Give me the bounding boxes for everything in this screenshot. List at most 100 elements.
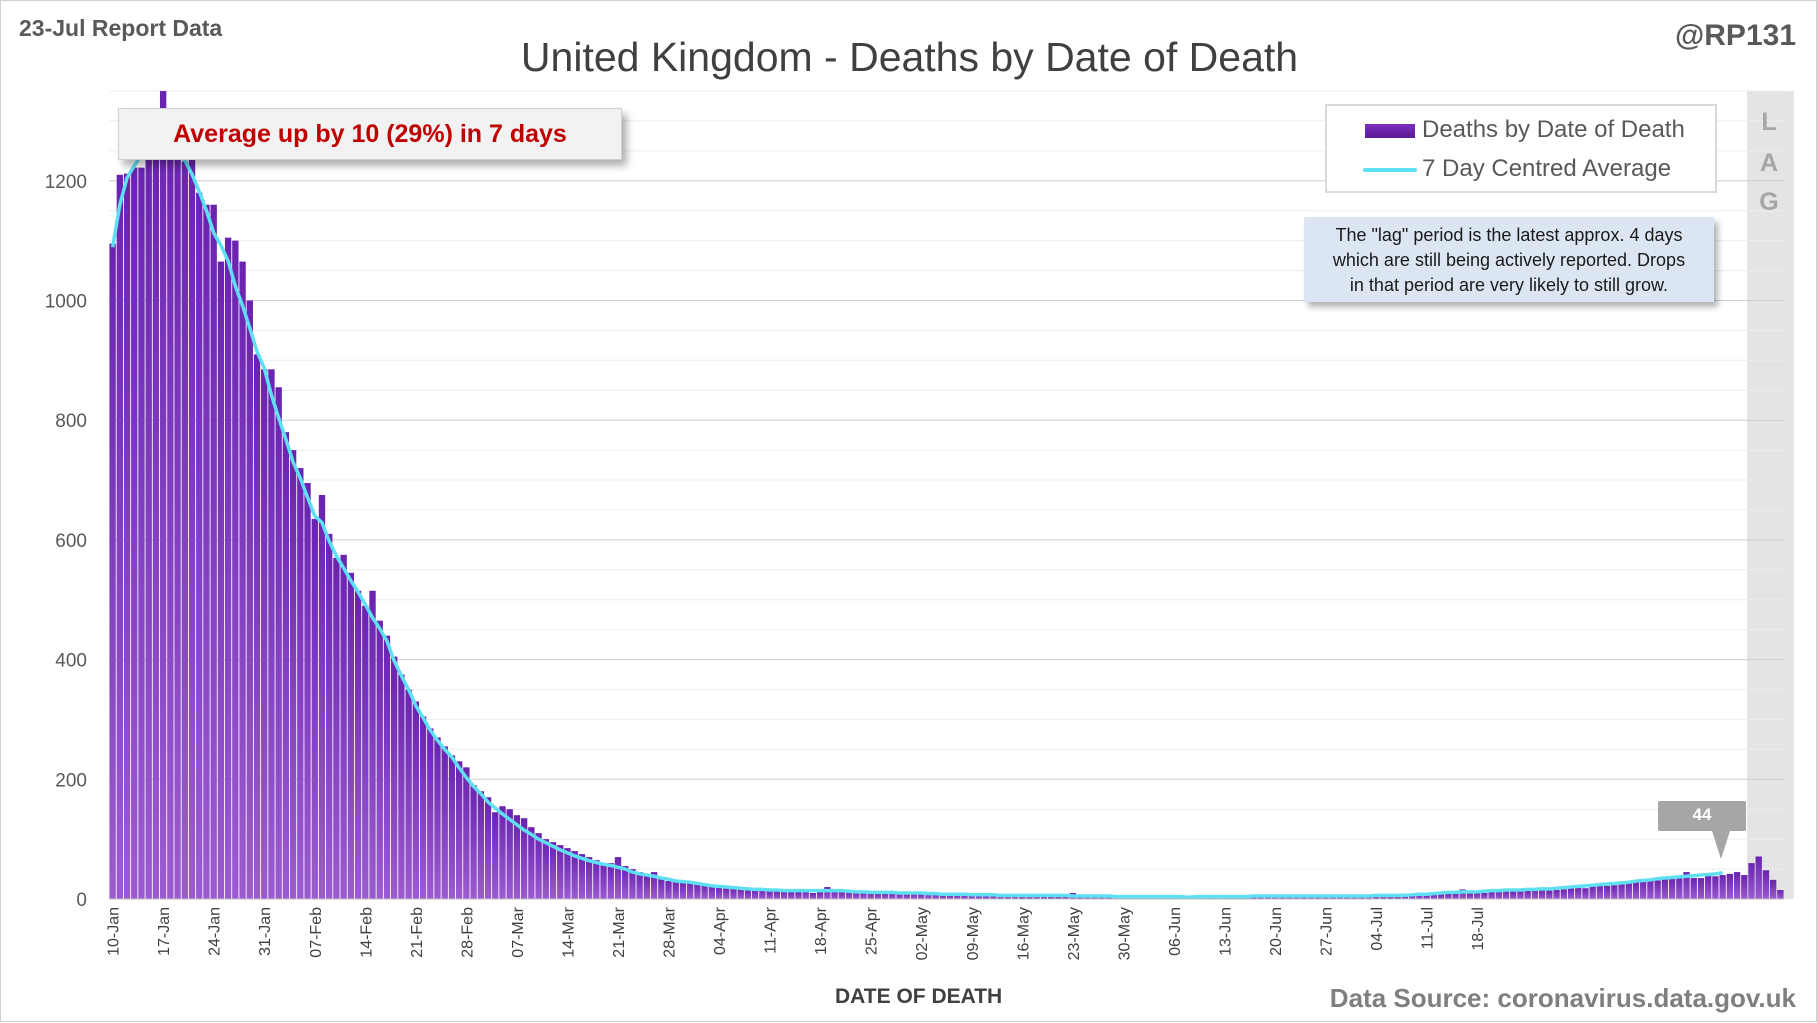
bar bbox=[405, 689, 412, 899]
bar bbox=[513, 815, 521, 899]
bar bbox=[1315, 896, 1322, 899]
bar bbox=[1394, 896, 1401, 899]
bar bbox=[354, 590, 362, 899]
bar bbox=[1654, 880, 1661, 899]
bar bbox=[520, 818, 528, 899]
bar bbox=[167, 120, 174, 900]
x-tick-label: 02-May bbox=[914, 907, 931, 960]
bar bbox=[910, 891, 918, 899]
bar bbox=[484, 797, 492, 899]
bar bbox=[997, 895, 1004, 899]
bar bbox=[831, 890, 838, 899]
bar bbox=[347, 572, 355, 899]
bar bbox=[217, 261, 225, 900]
bar bbox=[261, 369, 268, 899]
bar bbox=[1423, 895, 1430, 899]
bar bbox=[1481, 893, 1488, 899]
bar bbox=[1769, 879, 1777, 899]
bar bbox=[1603, 885, 1611, 899]
bar bbox=[679, 881, 687, 899]
bar bbox=[954, 893, 961, 899]
x-tick-label: 07-Mar bbox=[510, 906, 527, 957]
bar bbox=[925, 893, 932, 899]
bar bbox=[968, 894, 975, 899]
bar bbox=[1538, 889, 1546, 899]
bar bbox=[492, 812, 499, 899]
bar bbox=[571, 851, 578, 899]
bar bbox=[809, 893, 817, 899]
bar bbox=[210, 204, 217, 900]
lag-letter-a: A bbox=[1759, 149, 1779, 177]
average-line bbox=[110, 141, 1723, 899]
bar bbox=[838, 890, 845, 899]
bar bbox=[1033, 895, 1040, 899]
bar bbox=[318, 495, 326, 899]
bar bbox=[752, 890, 759, 899]
legend: Deaths by Date of Death 7 Day Centred Av… bbox=[1325, 104, 1717, 193]
bar bbox=[383, 635, 391, 899]
lag-letter-g: G bbox=[1759, 188, 1779, 216]
x-tick-label: 17-Jan bbox=[156, 907, 173, 956]
x-tick-label: 14-Feb bbox=[358, 907, 375, 958]
bar bbox=[881, 892, 889, 899]
bar bbox=[239, 261, 246, 900]
latest-average-bubble: 44 bbox=[1658, 801, 1746, 831]
x-tick-label: 20-Jun bbox=[1268, 907, 1285, 956]
bar bbox=[1264, 896, 1271, 899]
bar bbox=[477, 791, 484, 899]
lag-note-line-1: The "lag" period is the latest approx. 4… bbox=[1335, 225, 1683, 245]
chart-title: United Kingdom - Deaths by Date of Death bbox=[520, 34, 1299, 80]
bar bbox=[622, 866, 629, 899]
bar bbox=[932, 893, 939, 899]
bar bbox=[1091, 896, 1098, 899]
bar bbox=[109, 243, 116, 899]
bar bbox=[773, 891, 781, 899]
x-tick-label: 24-Jan bbox=[207, 907, 224, 956]
bar bbox=[1401, 896, 1409, 899]
bar bbox=[1055, 896, 1062, 899]
bar bbox=[1040, 896, 1048, 899]
bar bbox=[737, 888, 744, 899]
bar bbox=[585, 857, 593, 899]
legend-label-average: 7 Day Centred Average bbox=[1422, 155, 1672, 182]
lag-note-line-3: in that period are very likely to still … bbox=[1349, 275, 1669, 295]
bar bbox=[629, 869, 636, 899]
bar bbox=[795, 891, 802, 899]
bar bbox=[1567, 888, 1575, 899]
bar bbox=[918, 893, 925, 899]
bar bbox=[1387, 896, 1394, 899]
bar bbox=[1524, 890, 1531, 899]
x-tick-label: 31-Jan bbox=[257, 907, 274, 956]
x-tick-label: 30-May bbox=[1116, 907, 1133, 960]
x-tick-label: 07-Feb bbox=[308, 907, 325, 958]
bar bbox=[159, 91, 167, 899]
x-tick-label: 27-Jun bbox=[1319, 907, 1336, 956]
bar bbox=[853, 891, 860, 899]
bar bbox=[1741, 875, 1748, 899]
bar bbox=[369, 590, 376, 899]
x-tick-label: 11-Jul bbox=[1420, 907, 1437, 949]
bar bbox=[1380, 895, 1387, 899]
bar bbox=[419, 716, 427, 899]
bar bbox=[1372, 896, 1380, 899]
bar bbox=[1712, 876, 1719, 899]
x-tick-label: 16-May bbox=[1015, 907, 1032, 960]
bar bbox=[607, 863, 614, 899]
bar bbox=[1531, 888, 1539, 899]
bar bbox=[196, 192, 203, 899]
bar bbox=[1048, 896, 1055, 899]
bar bbox=[1416, 894, 1423, 899]
bar bbox=[275, 387, 282, 899]
bar bbox=[1473, 891, 1481, 899]
bar bbox=[1560, 889, 1567, 899]
bar bbox=[1733, 872, 1741, 899]
lag-explanation-note: The "lag" period is the latest approx. 4… bbox=[1304, 217, 1714, 302]
y-tick-label: 0 bbox=[76, 890, 87, 911]
x-tick-label: 14-Mar bbox=[561, 906, 578, 957]
bar bbox=[1668, 878, 1676, 899]
x-tick-label: 18-Jul bbox=[1470, 907, 1487, 951]
x-tick-label: 04-Jul bbox=[1369, 907, 1386, 951]
x-tick-label: 10-Jan bbox=[106, 907, 123, 956]
bar bbox=[802, 889, 809, 899]
bar bbox=[326, 533, 333, 899]
